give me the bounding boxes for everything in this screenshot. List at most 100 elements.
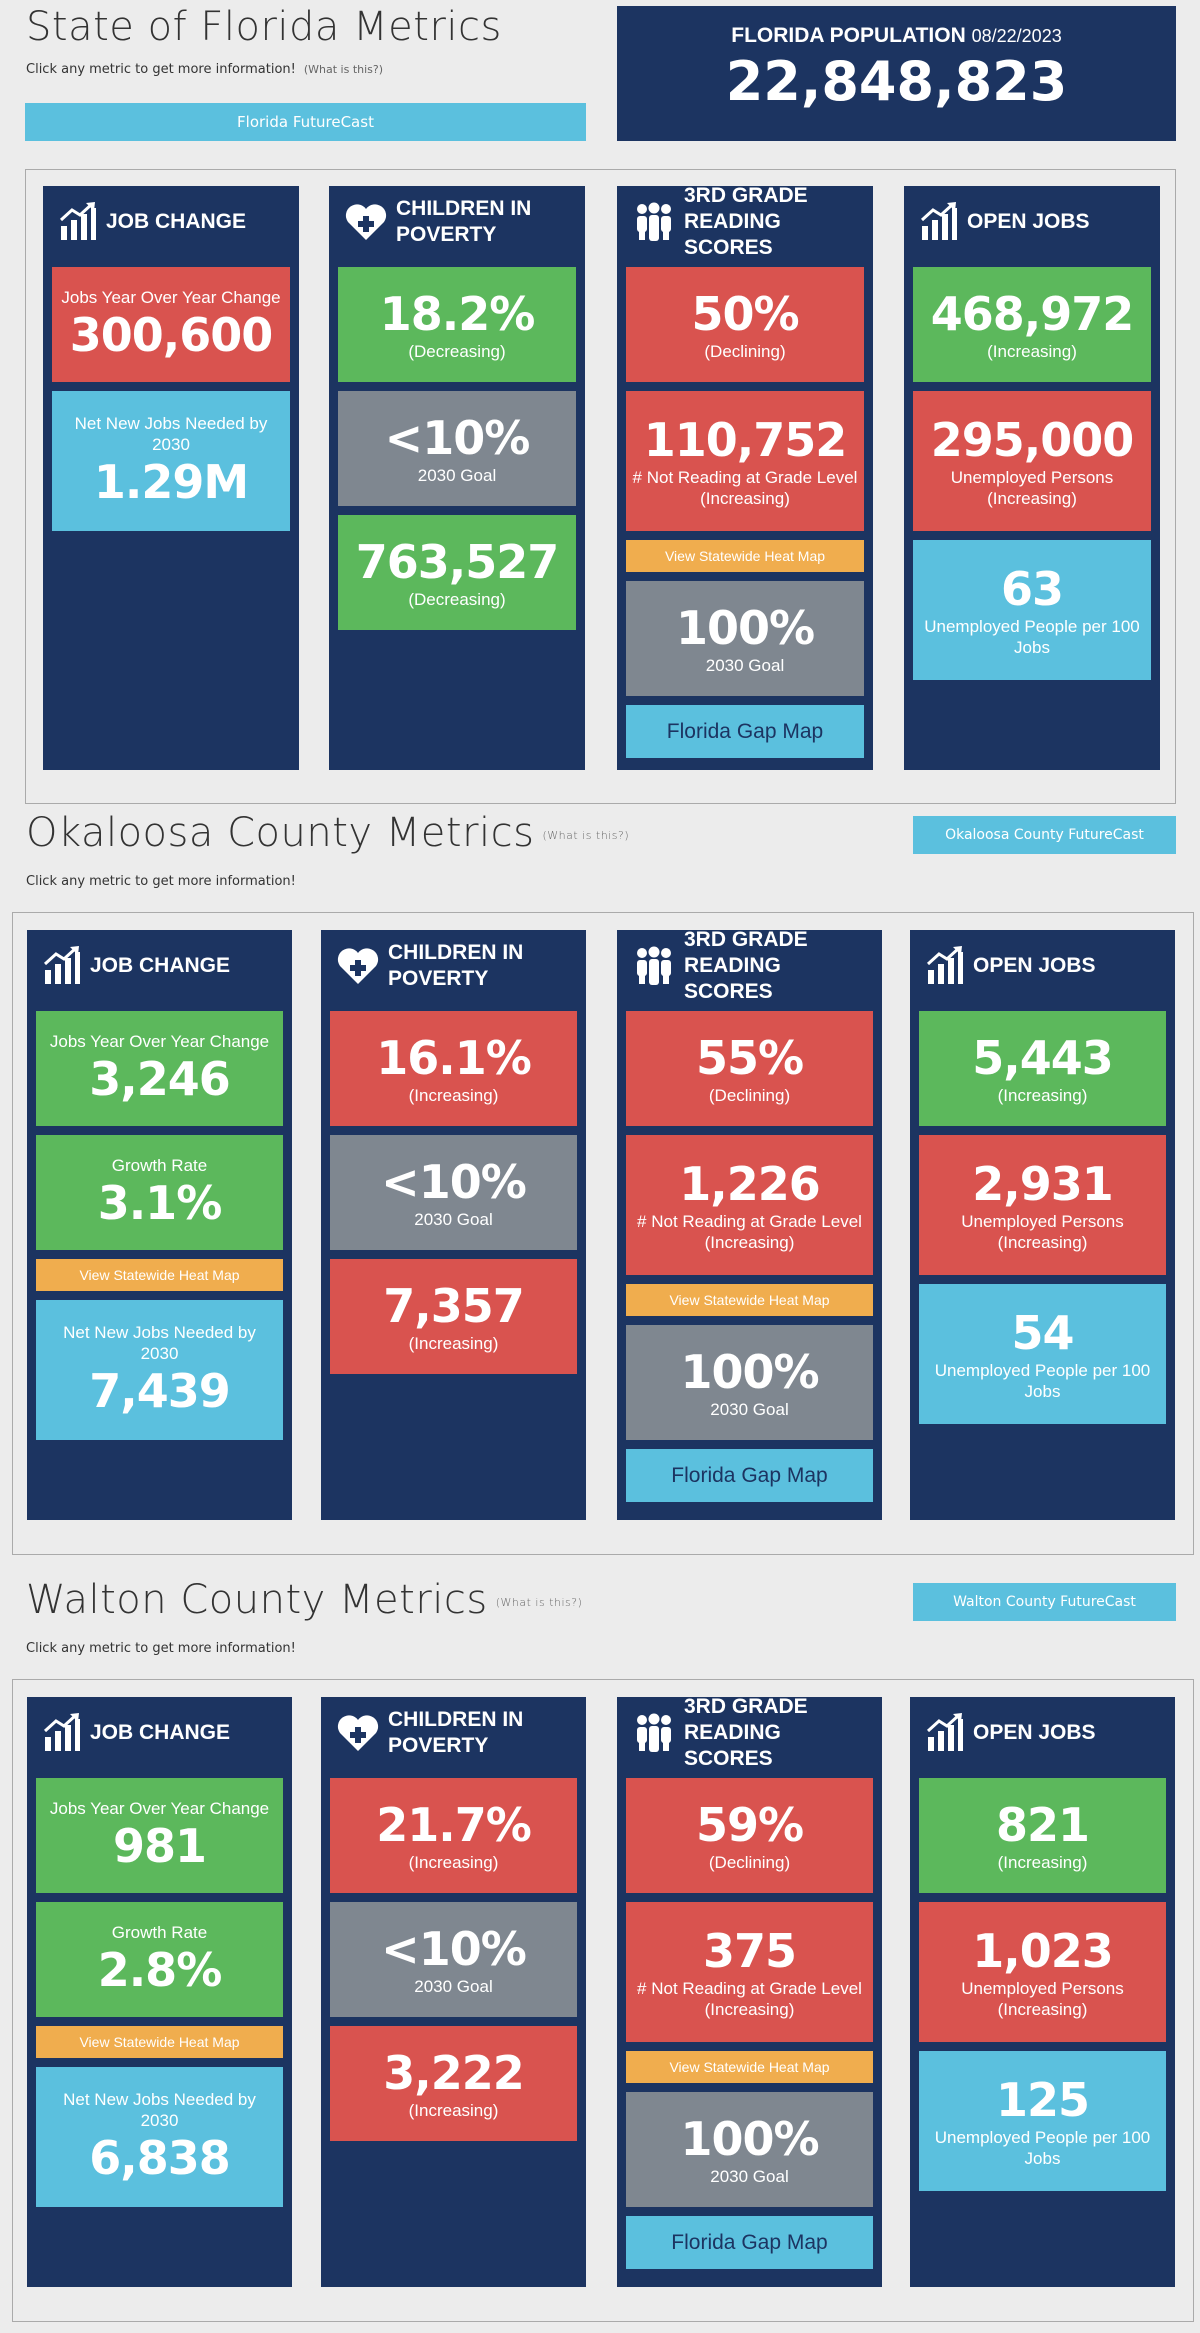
- tile-value: 1,023: [972, 1924, 1114, 1978]
- tile-note: (Declining): [704, 342, 786, 361]
- help-link[interactable]: (What is this?): [542, 828, 630, 842]
- tile-label: Net New Jobs Needed by 2030: [74, 414, 268, 454]
- metric-tile[interactable]: 295,000 Unemployed Persons (Increasing): [913, 391, 1151, 531]
- metric-tile[interactable]: Net New Jobs Needed by 2030 1.29M: [52, 391, 290, 531]
- tile-value: 1.29M: [93, 455, 249, 509]
- tile-value: 763,527: [355, 535, 560, 589]
- tile-note: 2030 Goal: [710, 2167, 789, 2186]
- tile-value: 2.8%: [97, 1943, 223, 1997]
- population-value: 22,848,823: [725, 50, 1068, 113]
- heat-map-link[interactable]: View Statewide Heat Map: [626, 2051, 873, 2083]
- column-icon: [42, 946, 82, 986]
- column-title: CHILDREN IN POVERTY: [388, 1708, 524, 1757]
- metric-tile[interactable]: 7,357 (Increasing): [330, 1259, 577, 1374]
- metric-tile[interactable]: 375 # Not Reading at Grade Level (Increasi…: [626, 1902, 873, 2042]
- tile-note: Unemployed People per 100 Jobs: [934, 1361, 1151, 1401]
- metric-tile[interactable]: 100% 2030 Goal: [626, 1325, 873, 1440]
- heat-map-link[interactable]: View Statewide Heat Map: [626, 1284, 873, 1316]
- metric-tile[interactable]: 2,931 Unemployed Persons (Increasing): [919, 1135, 1166, 1275]
- column-icon: [336, 946, 380, 986]
- metric-tile[interactable]: 3,222 (Increasing): [330, 2026, 577, 2141]
- futurecast-button[interactable]: Walton County FutureCast: [913, 1583, 1176, 1621]
- tile-value: 3,246: [89, 1052, 231, 1106]
- help-link[interactable]: (What is this?): [495, 1595, 583, 1609]
- futurecast-button[interactable]: Okaloosa County FutureCast: [913, 816, 1176, 854]
- help-link[interactable]: (What is this?): [303, 63, 384, 76]
- heat-map-link[interactable]: View Statewide Heat Map: [626, 540, 864, 572]
- tile-value: <10%: [381, 1155, 527, 1209]
- metric-column: JOB CHANGE Jobs Year Over Year Change 300,…: [43, 186, 299, 770]
- tile-note: (Increasing): [997, 1233, 1088, 1252]
- tile-value: 1,226: [679, 1157, 821, 1211]
- metric-tile[interactable]: 1,226 # Not Reading at Grade Level (Increa…: [626, 1135, 873, 1275]
- metric-tile[interactable]: Jobs Year Over Year Change 300,600: [52, 267, 290, 382]
- column-title: OPEN JOBS: [967, 210, 1090, 233]
- column-header: OPEN JOBS: [919, 1697, 1166, 1769]
- tile-value: 295,000: [930, 413, 1135, 467]
- tile-value: <10%: [384, 411, 531, 465]
- subtitle: Click any metric to get more information…: [26, 62, 383, 77]
- column-title: CHILDREN IN POVERTY: [388, 941, 524, 990]
- column-header: CHILDREN IN POVERTY: [330, 1697, 577, 1769]
- column-title: OPEN JOBS: [973, 1721, 1096, 1744]
- column-header: JOB CHANGE: [36, 1697, 283, 1769]
- gap-map-button[interactable]: Florida Gap Map: [626, 1449, 873, 1502]
- tile-value: <10%: [381, 1922, 527, 1976]
- tile-note: # Not Reading at Grade Level: [632, 468, 858, 487]
- metric-tile[interactable]: 18.2% (Decreasing): [338, 267, 576, 382]
- metric-tile[interactable]: <10% 2030 Goal: [330, 1135, 577, 1250]
- column-icon: [344, 202, 388, 242]
- metric-tile[interactable]: 468,972 (Increasing): [913, 267, 1151, 382]
- metric-tile[interactable]: 50% (Declining): [626, 267, 864, 382]
- metric-tile[interactable]: Jobs Year Over Year Change 981: [36, 1778, 283, 1893]
- metric-tile[interactable]: 55% (Declining): [626, 1011, 873, 1126]
- tile-note: # Not Reading at Grade Level: [637, 1979, 862, 1998]
- metric-tile[interactable]: Growth Rate 2.8%: [36, 1902, 283, 2017]
- metric-tile[interactable]: 59% (Declining): [626, 1778, 873, 1893]
- tile-value: 3,222: [383, 2046, 525, 2100]
- metric-tile[interactable]: 21.7% (Increasing): [330, 1778, 577, 1893]
- metric-column: CHILDREN IN POVERTY 21.7% (Increasing) <10%…: [321, 1697, 586, 2287]
- tile-note: (Decreasing): [408, 590, 506, 609]
- metric-tile[interactable]: 125 Unemployed People per 100 Jobs: [919, 2051, 1166, 2191]
- heat-map-link[interactable]: View Statewide Heat Map: [36, 2026, 283, 2058]
- column-icon: [632, 202, 676, 242]
- metric-tile[interactable]: Net New Jobs Needed by 2030 7,439: [36, 1300, 283, 1440]
- column-title: JOB CHANGE: [90, 954, 231, 977]
- tile-value: 50%: [691, 287, 799, 341]
- tile-label: Jobs Year Over Year Change: [49, 1032, 270, 1051]
- tile-note: (Increasing): [704, 1233, 795, 1252]
- tile-value: 100%: [680, 2112, 819, 2166]
- tile-note: # Not Reading at Grade Level: [637, 1212, 862, 1231]
- tile-value: 110,752: [643, 413, 848, 467]
- metric-tile[interactable]: 821 (Increasing): [919, 1778, 1166, 1893]
- metric-tile[interactable]: 5,443 (Increasing): [919, 1011, 1166, 1126]
- tile-note: (Increasing): [408, 1853, 499, 1872]
- heat-map-link[interactable]: View Statewide Heat Map: [36, 1259, 283, 1291]
- gap-map-button[interactable]: Florida Gap Map: [626, 2216, 873, 2269]
- tile-note: (Increasing): [997, 1853, 1088, 1872]
- population-label: FLORIDA POPULATION: [731, 24, 966, 47]
- metric-tile[interactable]: 16.1% (Increasing): [330, 1011, 577, 1126]
- futurecast-button[interactable]: Florida FutureCast: [25, 103, 586, 141]
- metric-tile[interactable]: 100% 2030 Goal: [626, 581, 864, 696]
- tile-label: Growth Rate: [111, 1156, 208, 1175]
- metric-tile[interactable]: <10% 2030 Goal: [330, 1902, 577, 2017]
- metric-tile[interactable]: Growth Rate 3.1%: [36, 1135, 283, 1250]
- metric-tile[interactable]: Net New Jobs Needed by 2030 6,838: [36, 2067, 283, 2207]
- metric-tile[interactable]: 110,752 # Not Reading at Grade Level (Incr…: [626, 391, 864, 531]
- column-header: OPEN JOBS: [919, 930, 1166, 1002]
- tile-label: Net New Jobs Needed by 2030: [63, 2090, 256, 2130]
- metric-tile[interactable]: <10% 2030 Goal: [338, 391, 576, 506]
- metric-tile[interactable]: 763,527 (Decreasing): [338, 515, 576, 630]
- metric-tile[interactable]: Jobs Year Over Year Change 3,246: [36, 1011, 283, 1126]
- metric-tile[interactable]: 54 Unemployed People per 100 Jobs: [919, 1284, 1166, 1424]
- metric-tile[interactable]: 63 Unemployed People per 100 Jobs: [913, 540, 1151, 680]
- gap-map-button[interactable]: Florida Gap Map: [626, 705, 864, 758]
- tile-note: 2030 Goal: [414, 1210, 493, 1229]
- tile-note: (Declining): [708, 1086, 791, 1105]
- metric-tile[interactable]: 1,023 Unemployed Persons (Increasing): [919, 1902, 1166, 2042]
- tile-value: 100%: [675, 601, 815, 655]
- metric-tile[interactable]: 100% 2030 Goal: [626, 2092, 873, 2207]
- subtitle: Click any metric to get more information…: [26, 874, 296, 889]
